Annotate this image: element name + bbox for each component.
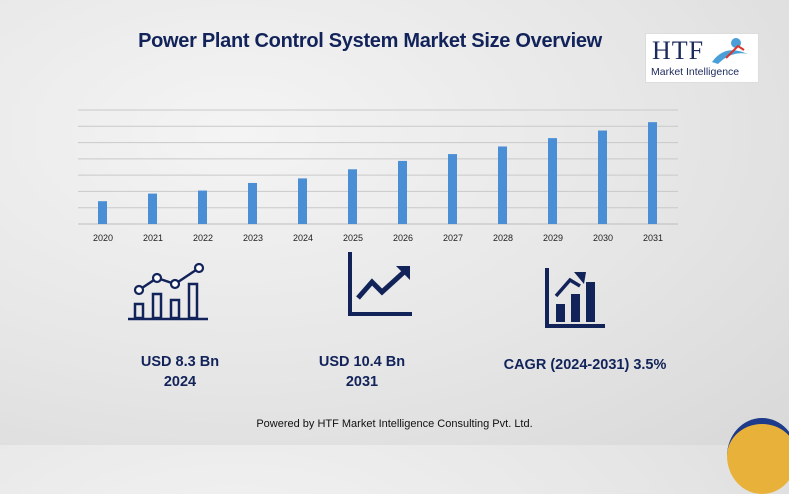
x-tick-label: 2027: [443, 233, 463, 243]
x-tick-label: 2028: [493, 233, 513, 243]
bar-chart: 2020 2021 2022 2023 2024 2025 2026 2027 2028 2029…: [78, 109, 678, 243]
bar-2026: [398, 160, 407, 224]
bar-2021: [148, 193, 157, 224]
corner-decoration: [727, 418, 789, 494]
x-tick-label: 2029: [543, 233, 563, 243]
bar-2020: [98, 201, 107, 224]
bar-chart-up-icon: [545, 268, 605, 328]
x-tick-label: 2031: [643, 233, 663, 243]
bar-2030: [598, 130, 607, 224]
x-tick-label: 2020: [93, 233, 113, 243]
growth-chart-icon: [128, 262, 208, 321]
bar-2027: [448, 154, 457, 224]
bar-2029: [548, 138, 557, 224]
stat-2031-value: USD 10.4 Bn: [318, 354, 406, 370]
bar-2028: [498, 146, 507, 224]
stat-2031: USD 10.4 Bn 2031: [292, 352, 432, 392]
logo-mark: HTF: [652, 36, 705, 65]
bar-2023: [248, 182, 257, 224]
x-tick-label: 2021: [143, 233, 163, 243]
bar-2024: [298, 178, 307, 224]
htf-logo: HTF Market Intelligence: [645, 33, 759, 83]
chart-title: Power Plant Control System Market Size O…: [138, 30, 602, 52]
footer-credit: Powered by HTF Market Intelligence Consu…: [256, 418, 533, 430]
x-tick-label: 2026: [393, 233, 413, 243]
x-tick-label: 2022: [193, 233, 213, 243]
stat-2024-value: USD 8.3 Bn: [140, 354, 220, 370]
bar-2022: [198, 190, 207, 224]
logo-figure-icon: [712, 38, 748, 64]
stat-cagr: CAGR (2024-2031) 3.5%: [490, 355, 680, 375]
logo-subtitle: Market Intelligence: [651, 66, 740, 78]
bar-2025: [348, 169, 357, 224]
stat-cagr-value: CAGR (2024-2031) 3.5%: [503, 357, 667, 373]
x-tick-label: 2025: [343, 233, 363, 243]
stat-2031-year: 2031: [345, 374, 379, 390]
x-tick-label: 2024: [293, 233, 313, 243]
trend-up-icon: [348, 252, 412, 316]
stat-2024: USD 8.3 Bn 2024: [110, 352, 250, 392]
x-tick-label: 2023: [243, 233, 263, 243]
bar-2031: [648, 122, 657, 224]
x-tick-label: 2030: [593, 233, 613, 243]
stat-2024-year: 2024: [163, 374, 197, 390]
